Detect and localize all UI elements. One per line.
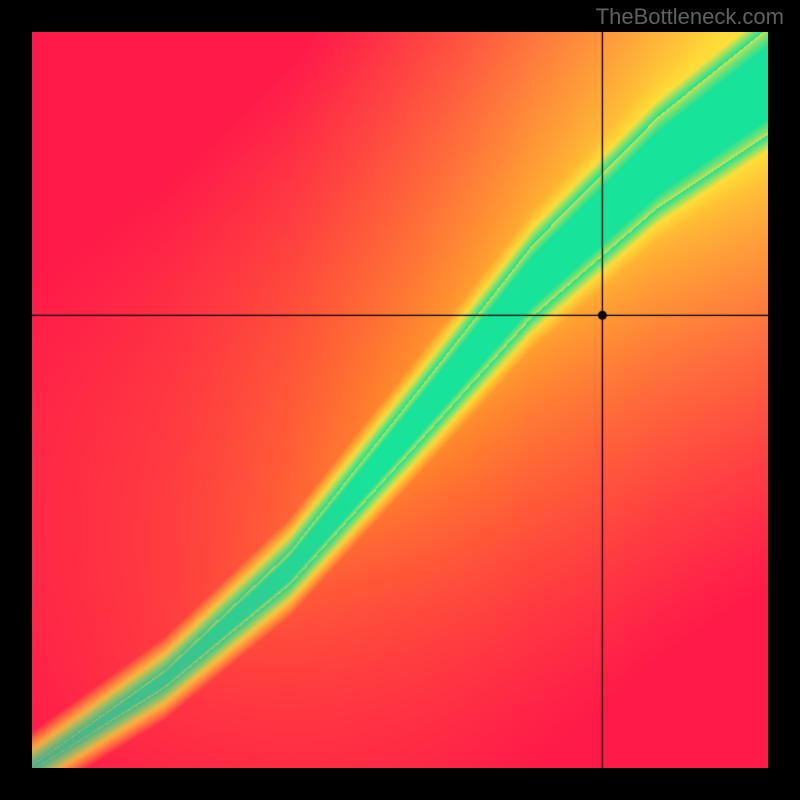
heatmap-canvas bbox=[32, 32, 768, 768]
heatmap-plot bbox=[32, 32, 768, 768]
watermark-text: TheBottleneck.com bbox=[596, 4, 784, 30]
chart-container: TheBottleneck.com bbox=[0, 0, 800, 800]
